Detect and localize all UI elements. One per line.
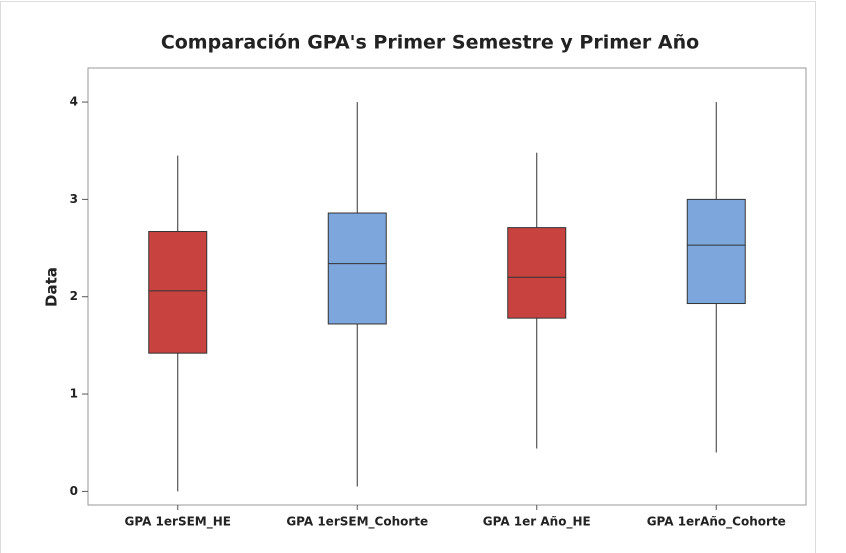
box <box>507 227 567 319</box>
y-axis-label: Data <box>43 267 61 307</box>
x-tick-label: GPA 1erSEM_Cohorte <box>286 515 428 530</box>
y-tick-label: 3 <box>70 192 78 206</box>
box <box>148 231 208 354</box>
x-tick-label: GPA 1erAño_Cohorte <box>647 515 786 530</box>
y-tick-label: 0 <box>70 484 78 498</box>
y-tick-label: 1 <box>70 387 78 401</box>
y-tick-label: 4 <box>70 95 78 109</box>
y-tick-label: 2 <box>70 289 78 303</box>
chart-border <box>0 1 816 553</box>
plot-frame <box>87 67 807 506</box>
x-tick-label: GPA 1er Año_HE <box>483 515 591 530</box>
chart-title: Comparación GPA's Primer Semestre y Prim… <box>161 32 699 54</box>
x-tick-label: GPA 1erSEM_HE <box>125 515 231 530</box>
box <box>327 212 387 325</box>
box <box>686 198 746 305</box>
